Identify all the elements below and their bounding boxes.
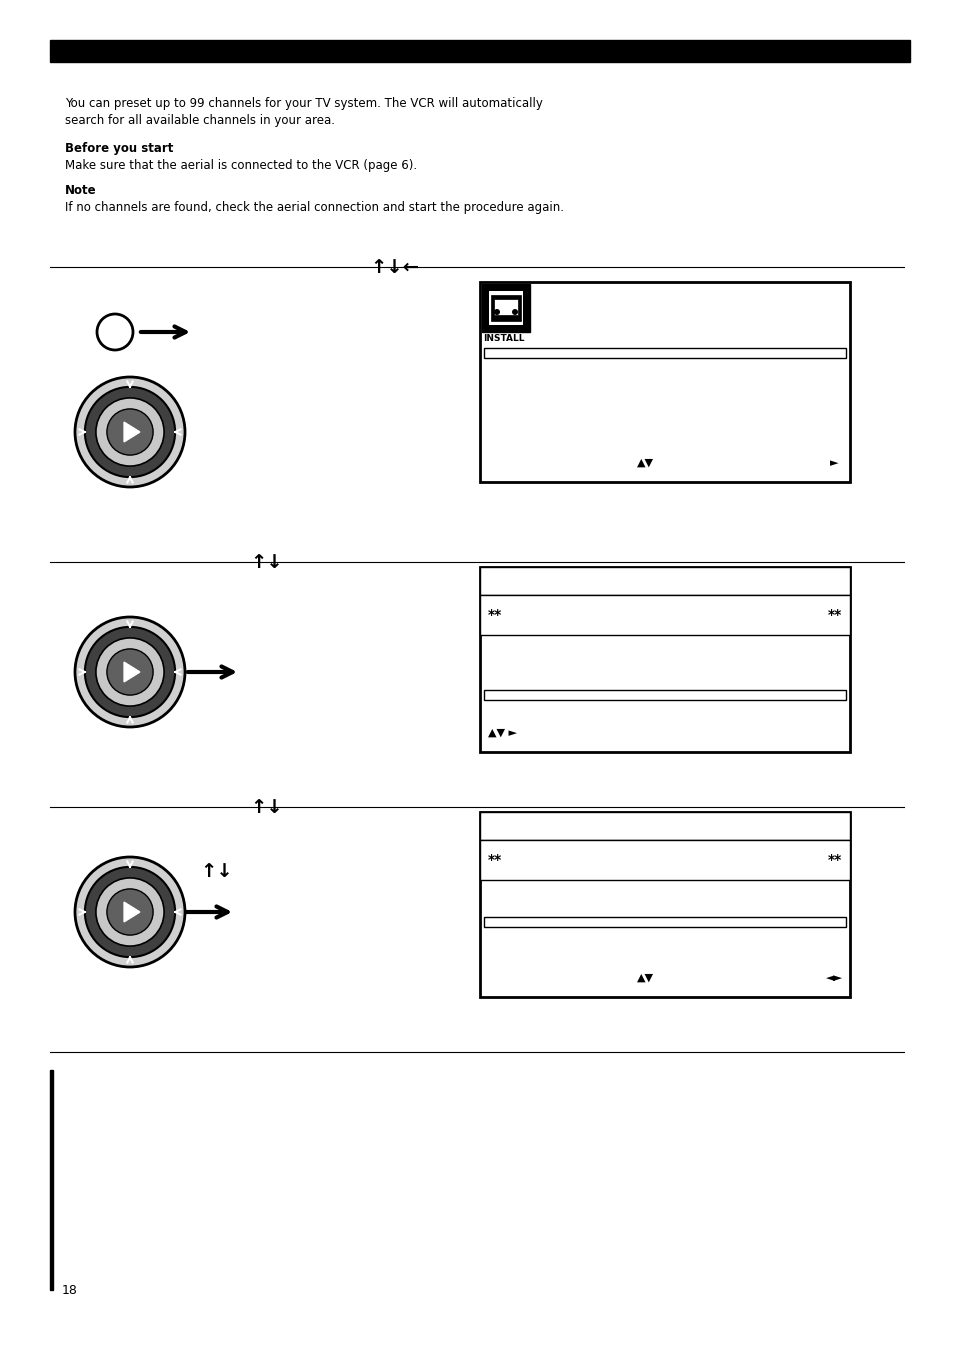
Text: **: ** (488, 853, 501, 867)
Circle shape (75, 617, 185, 727)
Text: ►: ► (829, 458, 838, 468)
Circle shape (85, 627, 175, 717)
Text: Before you start: Before you start (65, 142, 173, 155)
Text: ▲▼: ▲▼ (636, 973, 653, 983)
Bar (479, 566, 849, 595)
Text: search for all available channels in your area.: search for all available channels in you… (65, 114, 335, 127)
Circle shape (107, 888, 152, 936)
Bar (479, 813, 849, 840)
Circle shape (85, 387, 175, 477)
Text: ◄►: ◄► (824, 973, 841, 983)
Text: Make sure that the aerial is connected to the VCR (page 6).: Make sure that the aerial is connected t… (65, 160, 416, 172)
Circle shape (96, 638, 164, 706)
Circle shape (96, 877, 164, 946)
Text: ▲▼: ▲▼ (636, 458, 653, 468)
Text: **: ** (827, 853, 841, 867)
Text: If no channels are found, check the aerial connection and start the procedure ag: If no channels are found, check the aeri… (65, 201, 563, 214)
Circle shape (512, 310, 517, 315)
Bar (483, 691, 845, 700)
Text: You can preset up to 99 channels for your TV system. The VCR will automatically: You can preset up to 99 channels for you… (65, 97, 542, 110)
Polygon shape (124, 902, 140, 922)
Text: ▲▼ ►: ▲▼ ► (488, 727, 517, 738)
Bar (491, 295, 520, 320)
Polygon shape (124, 422, 140, 442)
Text: ↑↓: ↑↓ (200, 863, 233, 882)
Bar (483, 347, 845, 358)
Text: ↑↓: ↑↓ (250, 798, 282, 817)
Circle shape (107, 408, 152, 456)
Text: 18: 18 (62, 1284, 78, 1297)
Bar (479, 566, 849, 752)
Bar (479, 283, 849, 483)
Text: ↑↓: ↑↓ (250, 553, 282, 572)
Bar (50, 41, 909, 62)
Bar (489, 291, 522, 324)
Circle shape (107, 649, 152, 695)
Text: Note: Note (65, 184, 96, 197)
Text: ↑↓←: ↑↓← (370, 258, 418, 277)
Bar (50, 1069, 53, 1290)
Text: INSTALL: INSTALL (482, 334, 524, 343)
Circle shape (96, 397, 164, 466)
Bar (479, 840, 849, 880)
Text: **: ** (827, 608, 841, 622)
Bar (479, 595, 849, 635)
Text: **: ** (488, 608, 501, 622)
Polygon shape (124, 662, 140, 681)
Bar (479, 813, 849, 996)
Circle shape (85, 867, 175, 957)
Bar (483, 917, 845, 926)
Circle shape (75, 857, 185, 967)
Circle shape (75, 377, 185, 487)
Bar (481, 284, 530, 333)
Bar (494, 299, 517, 315)
Circle shape (494, 310, 499, 315)
